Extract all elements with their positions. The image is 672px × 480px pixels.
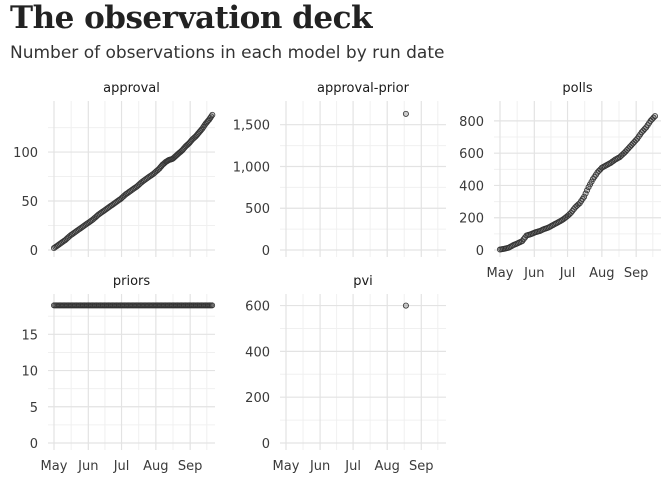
data-point: [652, 113, 659, 120]
data-point: [402, 302, 409, 309]
y-tick-label: 10: [21, 365, 38, 380]
data-point: [581, 193, 588, 200]
y-tick-label: 600: [245, 300, 270, 315]
data-point: [584, 187, 591, 194]
x-tick-label: Aug: [589, 266, 614, 281]
y-tick-label: 5: [30, 401, 38, 416]
x-tick-label: Jul: [344, 459, 361, 474]
x-tick-label: Jun: [309, 459, 330, 474]
y-tick-label: 15: [21, 328, 38, 343]
data-point: [582, 190, 589, 197]
y-tick-label: 0: [262, 437, 270, 452]
x-tick-label: Jun: [523, 266, 544, 281]
y-tick-label: 600: [459, 147, 484, 162]
facet-label: priors: [113, 274, 151, 289]
y-tick-label: 400: [459, 179, 484, 194]
y-tick-label: 200: [459, 212, 484, 227]
x-tick-label: Jun: [77, 459, 98, 474]
chart-subtitle: Number of observations in each model by …: [10, 43, 445, 63]
y-tick-label: 800: [459, 115, 484, 130]
y-tick-label: 1,500: [233, 119, 270, 134]
data-point: [209, 111, 216, 118]
y-tick-label: 0: [476, 244, 484, 259]
facet-label: polls: [562, 81, 592, 96]
data-point: [209, 302, 216, 309]
x-tick-label: Sep: [178, 459, 203, 474]
facet-label: approval: [103, 81, 160, 96]
y-tick-label: 200: [245, 391, 270, 406]
x-tick-label: Jul: [559, 266, 576, 281]
data-point: [402, 110, 409, 117]
y-tick-label: 50: [21, 195, 38, 210]
x-tick-label: Sep: [624, 266, 649, 281]
x-tick-label: May: [487, 266, 514, 281]
x-tick-label: Jul: [113, 459, 130, 474]
y-tick-label: 500: [245, 202, 270, 217]
facet-label: pvi: [353, 274, 373, 289]
y-tick-label: 0: [30, 437, 38, 452]
x-tick-label: Sep: [409, 459, 434, 474]
x-tick-label: May: [273, 459, 300, 474]
y-tick-label: 400: [245, 345, 270, 360]
y-tick-label: 1,000: [233, 160, 270, 175]
facet-label: approval-prior: [317, 81, 410, 96]
x-tick-label: Aug: [375, 459, 400, 474]
x-tick-label: May: [41, 459, 68, 474]
chart-title: The observation deck: [10, 0, 372, 36]
y-tick-label: 100: [13, 146, 38, 161]
y-tick-label: 0: [262, 244, 270, 259]
y-tick-label: 0: [30, 244, 38, 259]
x-tick-label: Aug: [143, 459, 168, 474]
